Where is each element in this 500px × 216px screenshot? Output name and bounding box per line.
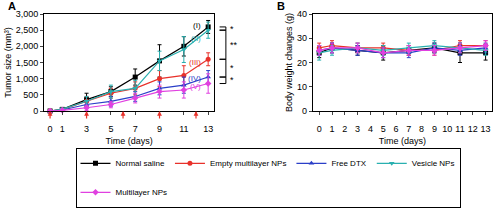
svg-text:Multilayer NPs: Multilayer NPs	[116, 188, 168, 197]
svg-text:3: 3	[84, 124, 89, 134]
svg-text:(III): (III)	[189, 58, 201, 67]
svg-text:2,000: 2,000	[16, 41, 39, 51]
svg-text:0: 0	[33, 106, 38, 116]
svg-text:9: 9	[432, 124, 437, 134]
svg-text:13: 13	[481, 124, 491, 134]
svg-text:2: 2	[342, 124, 347, 134]
svg-text:6: 6	[393, 124, 398, 134]
svg-text:*: *	[230, 63, 234, 73]
svg-text:5: 5	[381, 124, 386, 134]
svg-text:1,000: 1,000	[16, 74, 39, 84]
svg-text:7: 7	[133, 124, 138, 134]
svg-text:30: 30	[297, 33, 307, 43]
svg-text:5: 5	[108, 124, 113, 134]
svg-text:*: *	[230, 75, 234, 85]
svg-text:B: B	[277, 0, 285, 12]
svg-text:0: 0	[48, 124, 53, 134]
svg-text:3,000: 3,000	[16, 9, 39, 19]
svg-text:1: 1	[329, 124, 334, 134]
svg-text:10: 10	[297, 82, 307, 92]
svg-text:**: **	[230, 40, 238, 50]
svg-text:Time (days): Time (days)	[106, 136, 153, 146]
svg-text:500: 500	[23, 90, 38, 100]
svg-text:12: 12	[468, 124, 478, 134]
svg-text:0: 0	[302, 106, 307, 116]
svg-text:1,500: 1,500	[16, 58, 39, 68]
svg-text:Normal saline: Normal saline	[116, 159, 165, 168]
svg-text:10: 10	[442, 124, 452, 134]
svg-text:Empty multilayer NPs: Empty multilayer NPs	[210, 159, 286, 168]
svg-text:8: 8	[419, 124, 424, 134]
svg-text:Tumor size (mm³): Tumor size (mm³)	[3, 27, 13, 98]
svg-text:11: 11	[455, 124, 464, 134]
svg-text:(V): (V)	[190, 82, 201, 91]
svg-text:Free DTX: Free DTX	[331, 159, 366, 168]
svg-text:20: 20	[297, 58, 307, 68]
svg-text:0: 0	[317, 124, 322, 134]
svg-text:Time (days): Time (days)	[379, 136, 426, 146]
svg-text:2,500: 2,500	[16, 25, 39, 35]
svg-text:1: 1	[60, 124, 65, 134]
svg-text:3: 3	[355, 124, 360, 134]
svg-text:7: 7	[406, 124, 411, 134]
svg-text:11: 11	[179, 124, 188, 134]
svg-text:Body weight changes (g): Body weight changes (g)	[284, 13, 294, 112]
svg-text:9: 9	[157, 124, 162, 134]
svg-text:13: 13	[203, 124, 213, 134]
svg-text:(IV): (IV)	[188, 74, 201, 83]
svg-text:(I): (I)	[193, 21, 201, 30]
svg-text:(II): (II)	[191, 34, 201, 43]
svg-text:Vesicle NPs: Vesicle NPs	[412, 159, 455, 168]
svg-text:*: *	[230, 24, 234, 34]
svg-text:4: 4	[368, 124, 373, 134]
svg-text:40: 40	[297, 9, 307, 19]
svg-text:A: A	[8, 0, 16, 12]
